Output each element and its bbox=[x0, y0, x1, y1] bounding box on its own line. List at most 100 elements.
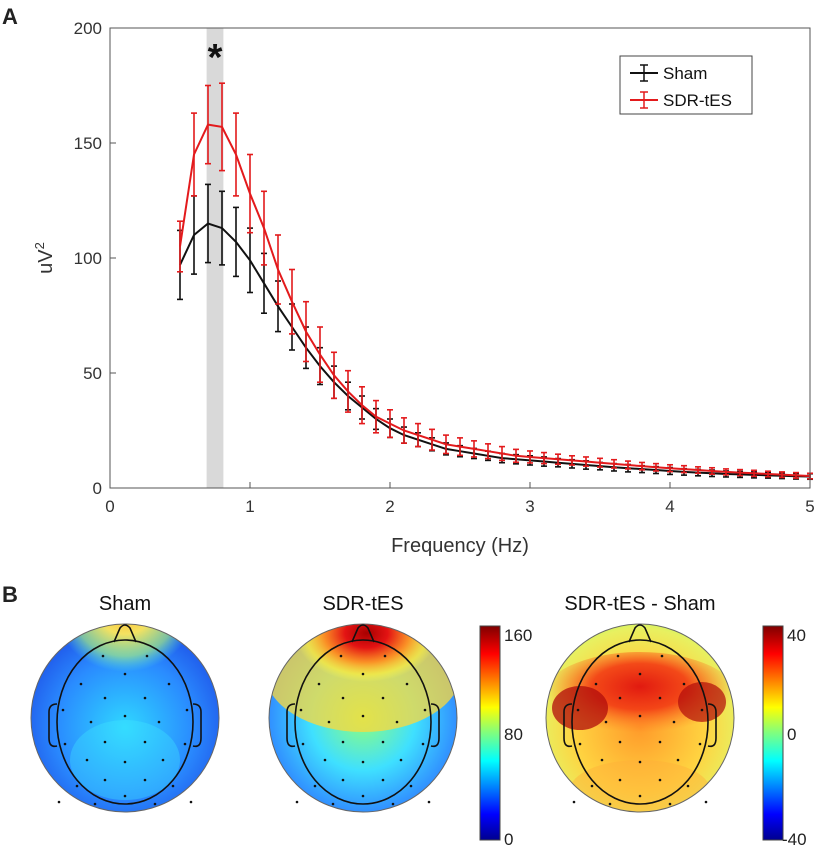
electrode-dot bbox=[381, 778, 385, 782]
electrode-dot bbox=[143, 778, 147, 782]
y-axis-label: uV2 bbox=[32, 242, 57, 274]
electrode-dot bbox=[676, 758, 680, 762]
x-tick-label: 0 bbox=[105, 497, 114, 516]
electrode-dot bbox=[361, 672, 365, 676]
electrode-dot bbox=[57, 800, 61, 804]
colorbar-difference: 40 0 -40 bbox=[762, 625, 807, 849]
head-outline bbox=[571, 639, 709, 805]
colorbar-power: 160 80 0 bbox=[479, 625, 532, 849]
electrode-dot bbox=[618, 778, 622, 782]
electrode-dot bbox=[295, 800, 299, 804]
x-tick-label: 4 bbox=[665, 497, 674, 516]
electrode-dot bbox=[391, 802, 395, 806]
electrode-dot bbox=[658, 778, 662, 782]
electrode-dot bbox=[101, 654, 105, 658]
electrode-dot bbox=[185, 708, 189, 712]
right-ear bbox=[707, 703, 717, 748]
significance-band bbox=[206, 28, 224, 488]
electrode-dot bbox=[153, 802, 157, 806]
y-axis-label-sup: 2 bbox=[32, 242, 47, 249]
electrode-dot bbox=[572, 800, 576, 804]
electrode-dot bbox=[383, 654, 387, 658]
y-tick-label: 0 bbox=[93, 479, 102, 498]
electrode-dot bbox=[405, 682, 409, 686]
electrode-dot bbox=[638, 672, 642, 676]
electrode-dot bbox=[79, 682, 83, 686]
significance-marker: * bbox=[208, 37, 223, 79]
electrode-dot bbox=[339, 654, 343, 658]
electrode-dot bbox=[171, 784, 175, 788]
colorbar-power-tick-min: 0 bbox=[504, 830, 513, 849]
electrode-dot bbox=[89, 720, 93, 724]
legend-entry-sham: Sham bbox=[630, 64, 707, 83]
electrode-dot bbox=[183, 742, 187, 746]
electrode-dot bbox=[167, 682, 171, 686]
electrode-dot bbox=[421, 742, 425, 746]
electrode-dot bbox=[668, 802, 672, 806]
electrode-dot bbox=[85, 758, 89, 762]
colorbar-diff-tick-max: 40 bbox=[787, 626, 806, 645]
map-boundary bbox=[545, 623, 735, 813]
map-boundary bbox=[268, 623, 458, 813]
electrode-dot bbox=[594, 682, 598, 686]
electrode-dot bbox=[161, 758, 165, 762]
panel-b-letter: B bbox=[2, 582, 18, 607]
y-tick-label: 150 bbox=[74, 134, 102, 153]
electrode-dot bbox=[317, 682, 321, 686]
electrode-dot bbox=[93, 802, 97, 806]
electrode-dot bbox=[409, 784, 413, 788]
electrode-dot bbox=[704, 800, 708, 804]
electrode-dot bbox=[672, 720, 676, 724]
head-outline-sdr-tes bbox=[268, 623, 458, 813]
x-tick-label: 3 bbox=[525, 497, 534, 516]
y-axis-label-base: uV bbox=[35, 249, 57, 274]
y-tick-label: 100 bbox=[74, 249, 102, 268]
legend-label-sham: Sham bbox=[663, 64, 707, 83]
electrode-dot bbox=[301, 742, 305, 746]
electrode-dot bbox=[143, 740, 147, 744]
left-ear bbox=[563, 703, 573, 748]
electrode-dot bbox=[323, 758, 327, 762]
electrode-dot bbox=[63, 742, 67, 746]
topomap-sham: Sham bbox=[30, 593, 220, 813]
topomap-title-sham: Sham bbox=[99, 593, 151, 615]
series-sdr-tes bbox=[177, 82, 813, 480]
electrode-dot bbox=[608, 802, 612, 806]
electrode-dot bbox=[618, 696, 622, 700]
electrode-dot bbox=[395, 720, 399, 724]
electrode-dot bbox=[189, 800, 193, 804]
electrode-dot bbox=[427, 800, 431, 804]
map-boundary bbox=[30, 623, 220, 813]
electrode-dot bbox=[327, 720, 331, 724]
colorbar-diff-tick-min: -40 bbox=[782, 830, 807, 849]
electrode-dot bbox=[700, 708, 704, 712]
head-outline bbox=[294, 639, 432, 805]
series-line bbox=[179, 222, 811, 478]
topomap-sdr-tes: SDR-tES bbox=[268, 593, 458, 813]
electrode-dot bbox=[103, 778, 107, 782]
electrode-dot bbox=[604, 720, 608, 724]
electrode-dot bbox=[361, 714, 365, 718]
electrode-dot bbox=[299, 708, 303, 712]
electrode-dot bbox=[123, 672, 127, 676]
electrode-dot bbox=[638, 760, 642, 764]
electrode-dot bbox=[123, 794, 127, 798]
left-ear bbox=[286, 703, 296, 748]
head-outline bbox=[56, 639, 194, 805]
electrode-dot bbox=[618, 740, 622, 744]
plot-frame bbox=[109, 27, 811, 489]
electrode-dot bbox=[576, 708, 580, 712]
electrode-dot bbox=[341, 778, 345, 782]
electrode-dot bbox=[381, 740, 385, 744]
electrode-dot bbox=[638, 714, 642, 718]
head-outline-difference bbox=[545, 623, 735, 813]
electrode-dot bbox=[682, 682, 686, 686]
electrode-dot bbox=[145, 654, 149, 658]
electrode-dot bbox=[600, 758, 604, 762]
electrode-dot bbox=[423, 708, 427, 712]
electrode-dot bbox=[578, 742, 582, 746]
electrode-dot bbox=[123, 714, 127, 718]
nose bbox=[351, 624, 375, 643]
